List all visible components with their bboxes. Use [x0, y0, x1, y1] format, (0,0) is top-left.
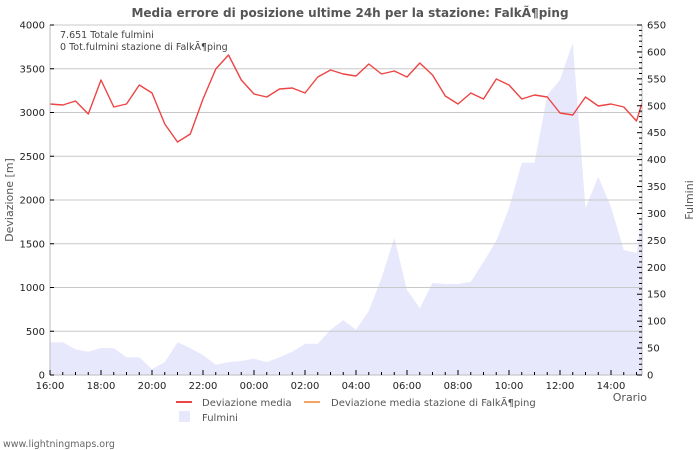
x-tick-label: 18:00 — [87, 381, 116, 392]
y-tick-label: 500 — [26, 327, 45, 338]
fulmini-area-series — [50, 42, 642, 376]
x-tick-label: 02:00 — [291, 381, 320, 392]
fulmini-area — [50, 42, 642, 376]
y-tick-label: 4000 — [20, 21, 45, 32]
y2-tick-label: 650 — [647, 21, 666, 32]
y2-tick-label: 200 — [647, 263, 666, 274]
legend-label: Deviazione media — [202, 398, 292, 409]
y2-axis-ticks: 0 50 100 150 200 250 300 350 400 450 500 550 600 650 — [637, 21, 666, 382]
deviazione-media-series — [49, 54, 643, 143]
x-tick-label: 10:00 — [495, 381, 524, 392]
x-tick-label: 04:00 — [342, 381, 371, 392]
y-tick-label: 2000 — [20, 196, 45, 207]
legend-item-deviazione-stazione: Deviazione media stazione di FalkÃ¶ping — [304, 396, 536, 409]
plot-area: 16:00 18:00 20:00 22:00 00:00 02:00 04:00 06:00… — [20, 21, 667, 393]
x-tick-label: 00:00 — [240, 381, 269, 392]
y2-tick-label: 100 — [647, 317, 666, 328]
station-lightning-annotation: 0 Tot.fulmini stazione di FalkÃ¶ping — [60, 42, 228, 53]
total-lightning-annotation: 7.651 Totale fulmini — [60, 30, 154, 41]
x-axis-title: Orario — [613, 391, 648, 404]
y-tick-label: 3000 — [20, 108, 45, 119]
x-tick-label: 12:00 — [546, 381, 575, 392]
chart-title: Media errore di posizione ultime 24h per… — [131, 5, 568, 20]
x-tick-label: 08:00 — [444, 381, 473, 392]
y-tick-label: 2500 — [20, 152, 45, 163]
y2-tick-label: 600 — [647, 47, 666, 58]
y2-tick-label: 500 — [647, 101, 666, 112]
y2-tick-label: 550 — [647, 74, 666, 85]
x-tick-label: 14:00 — [597, 381, 626, 392]
x-axis-ticks: 16:00 18:00 20:00 22:00 00:00 02:00 04:00 06:00… — [36, 370, 637, 392]
y2-tick-label: 350 — [647, 182, 666, 193]
x-tick-label: 16:00 — [36, 381, 65, 392]
y2-tick-label: 300 — [647, 209, 666, 220]
legend-label: Fulmini — [202, 413, 238, 424]
x-tick-label: 06:00 — [393, 381, 422, 392]
y2-tick-label: 250 — [647, 236, 666, 247]
y2-tick-label: 50 — [647, 344, 660, 355]
legend: Deviazione media Deviazione media stazio… — [176, 396, 536, 424]
x-tick-label: 22:00 — [189, 381, 218, 392]
legend-label: Deviazione media stazione di FalkÃ¶ping — [331, 396, 536, 409]
gridlines — [50, 24, 642, 332]
legend-item-deviazione-media: Deviazione media — [176, 398, 292, 409]
legend-item-fulmini: Fulmini — [179, 411, 238, 424]
y2-axis-title: Fulmini — [683, 180, 696, 220]
series-line — [49, 54, 643, 143]
y-axis-title: Deviazione [m] — [3, 158, 16, 242]
y-tick-label: 0 — [39, 371, 45, 382]
y2-tick-label: 0 — [647, 371, 653, 382]
y-tick-label: 1000 — [20, 283, 45, 294]
y2-tick-label: 400 — [647, 155, 666, 166]
y2-tick-label: 450 — [647, 128, 666, 139]
legend-swatch-fulmini — [179, 411, 190, 422]
y2-tick-label: 150 — [647, 290, 666, 301]
y-tick-label: 3500 — [20, 64, 45, 75]
y-axis-ticks: 0 500 1000 1500 2000 2500 3000 3500 4000 — [20, 21, 54, 382]
footer-link[interactable]: www.lightningmaps.org — [3, 439, 115, 450]
x-tick-label: 20:00 — [138, 381, 167, 392]
y-tick-label: 1500 — [20, 239, 45, 250]
